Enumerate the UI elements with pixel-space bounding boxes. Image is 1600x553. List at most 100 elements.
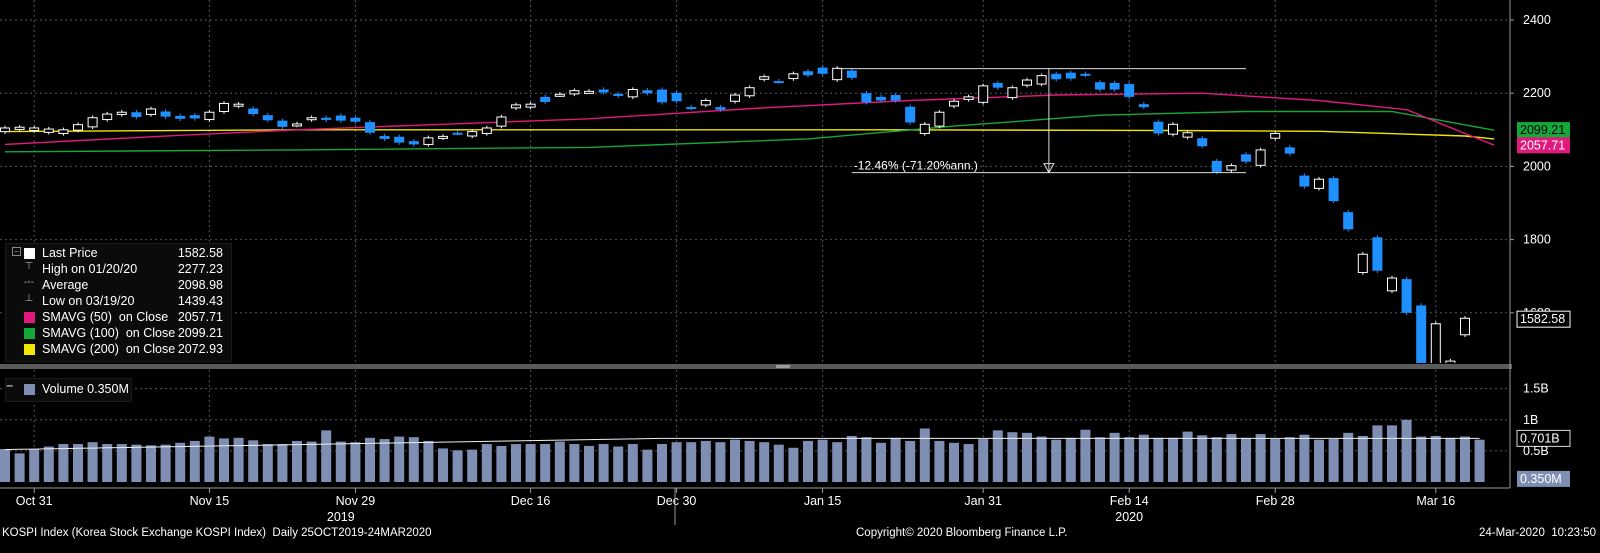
volume-bar: [949, 442, 959, 482]
x-tick-label: Mar 16: [1416, 494, 1455, 508]
volume-bar: [335, 441, 346, 482]
volume-bar: [788, 447, 799, 482]
average-marker-icon: -◦-: [23, 277, 35, 288]
candle-down: [1124, 84, 1135, 97]
collapse-legend-icon[interactable]: −: [12, 247, 21, 256]
candle-up: [788, 73, 799, 80]
volume-bar: [1357, 435, 1368, 482]
high-marker-icon: ⊤: [24, 261, 34, 272]
volume-bar: [1095, 437, 1105, 482]
candle-up: [919, 123, 930, 134]
volume-bar: [423, 440, 434, 482]
volume-bar: [890, 437, 901, 482]
volume-tick-label: 1B: [1523, 413, 1538, 427]
candle-up: [29, 127, 40, 132]
candle-up: [14, 126, 25, 130]
volume-bar: [350, 442, 361, 482]
volume-bar: [1109, 432, 1120, 482]
candle-up: [467, 131, 478, 137]
volume-bar: [496, 445, 507, 482]
candle-up: [569, 90, 580, 95]
volume-bar: [160, 444, 171, 482]
legend-label: Average: [42, 278, 89, 292]
sma100-line: [4, 110, 1495, 153]
legend-value: 1582.58: [177, 246, 223, 260]
volume-bar: [569, 444, 580, 482]
volume-bar: [248, 440, 259, 482]
volume-bar: [1007, 432, 1018, 482]
volume-bar: [963, 444, 974, 482]
candle-down: [321, 117, 332, 120]
volume-bar: [292, 440, 302, 482]
volume-bar: [1474, 439, 1485, 482]
candle-up: [963, 96, 974, 100]
sma50-axis-label-box: [1517, 137, 1570, 154]
x-tick-label: Nov 29: [336, 494, 376, 508]
volume-bar: [642, 449, 653, 482]
volume-bar: [613, 446, 624, 482]
volume-swatch-icon: [24, 384, 35, 395]
volume-bar: [146, 445, 156, 482]
volume-bar: [43, 446, 54, 482]
volume-bar: [759, 442, 770, 482]
legend-label: SMAVG (50) on Close: [42, 310, 169, 324]
candle-up: [1022, 79, 1032, 86]
candle-down: [262, 115, 273, 121]
volume-bar: [700, 440, 711, 482]
volume-bar: [1445, 437, 1456, 482]
volume-bar: [1197, 435, 1208, 482]
candle-down: [452, 132, 463, 135]
volume-bar: [1255, 434, 1266, 482]
candle-up: [1007, 87, 1018, 99]
candle-down: [1065, 72, 1076, 79]
candle-down: [1284, 147, 1295, 154]
legend-label: Low on 03/19/20: [42, 294, 135, 308]
volume-bar: [992, 430, 1003, 482]
volume-bar: [627, 444, 638, 482]
x-tick-label: Dec 30: [657, 494, 697, 508]
volume-bar: [438, 448, 448, 482]
x-tick-label: Nov 15: [190, 494, 230, 508]
candle-up: [306, 117, 317, 121]
x-tick-label: Jan 15: [804, 494, 842, 508]
candle-up: [934, 111, 945, 127]
volume-bar: [1153, 437, 1164, 482]
volume-bar: [905, 440, 916, 482]
candle-up: [511, 104, 521, 109]
sma100-axis-label: 2099.21: [1520, 123, 1565, 137]
legend-value: 1439.43: [177, 294, 223, 308]
candle-up: [43, 128, 54, 133]
candle-down: [1051, 73, 1062, 80]
candle-down: [613, 93, 624, 96]
divider-grip-icon: [776, 365, 790, 368]
legend-row-average: -◦- Average 2098.98: [6, 277, 231, 293]
low-marker-icon: ⊥: [24, 293, 34, 304]
x-tick-label: Feb 14: [1110, 494, 1149, 508]
candle-down: [671, 92, 682, 102]
magenta-swatch-icon: [24, 312, 35, 323]
candle-down: [379, 136, 390, 139]
volume-bar: [744, 440, 755, 482]
candle-down: [248, 108, 259, 115]
volume-bar: [1401, 419, 1412, 482]
footer-security: KOSPI Index (Korea Stock Exchange KOSPI …: [2, 527, 432, 539]
volume-tick-label: 1.5B: [1523, 382, 1549, 396]
sma50-axis-label: 2057.71: [1520, 138, 1565, 152]
candle-down: [715, 107, 726, 110]
collapse-volume-legend-icon[interactable]: −: [6, 379, 14, 393]
volume-bar: [233, 437, 244, 482]
candle-up: [116, 111, 127, 115]
volume-bar: [919, 428, 930, 482]
volume-legend: − Volume 0.350M: [5, 378, 132, 402]
candle-down: [1372, 237, 1383, 271]
candle-up: [1270, 132, 1281, 139]
candle-up: [1226, 165, 1237, 171]
candle-up: [1314, 178, 1324, 189]
volume-legend-label: Volume 0.350M: [42, 382, 129, 396]
candle-up: [1387, 277, 1397, 292]
drawdown-label: -12.46% (-71.20%ann.): [854, 159, 978, 173]
volume-bar: [1241, 437, 1251, 482]
candle-down: [1138, 104, 1149, 108]
volume-bar: [58, 444, 69, 482]
volume-bar: [277, 444, 288, 482]
